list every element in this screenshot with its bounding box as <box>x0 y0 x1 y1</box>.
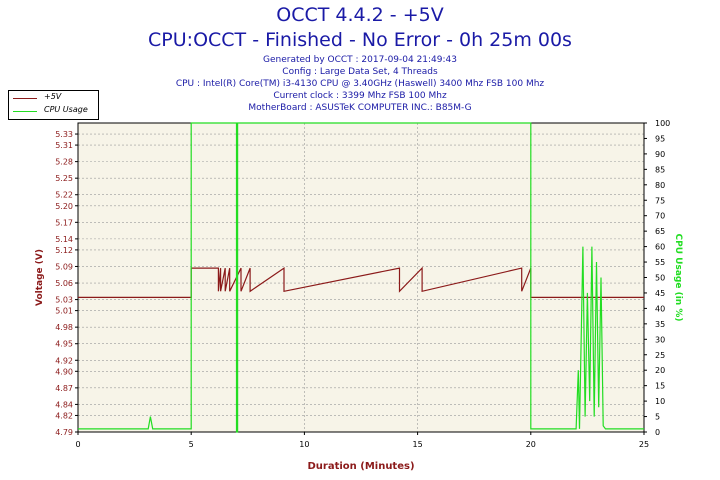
y2-tick-label: 55 <box>655 258 665 267</box>
y2-tick-label: 85 <box>655 165 665 174</box>
x-tick-label: 20 <box>526 440 536 449</box>
y2-tick-label: 70 <box>655 212 665 221</box>
y2-tick-label: 25 <box>655 351 665 360</box>
legend-label-cpu: CPU Usage <box>44 105 88 114</box>
y-tick-label: 5.03 <box>55 296 73 305</box>
y-tick-label: 4.98 <box>55 323 73 332</box>
y2-tick-label: 45 <box>655 289 665 298</box>
y2-tick-label: 100 <box>655 119 670 128</box>
legend-item-cpu: CPU Usage <box>9 105 98 117</box>
x-axis-label: Duration (Minutes) <box>307 461 414 472</box>
y-tick-label: 5.22 <box>55 191 73 200</box>
y2-tick-label: 0 <box>655 428 660 437</box>
y2-tick-label: 5 <box>655 413 660 422</box>
legend-item-voltage: +5V <box>9 92 98 104</box>
y-tick-label: 4.87 <box>55 384 73 393</box>
y2-tick-label: 20 <box>655 366 665 375</box>
y2-tick-label: 80 <box>655 181 665 190</box>
y2-tick-label: 95 <box>655 134 665 143</box>
y-tick-label: 5.25 <box>55 174 73 183</box>
cpu-usage-series-line <box>78 122 644 433</box>
chart-subtitle: CPU:OCCT - Finished - No Error - 0h 25m … <box>148 29 572 51</box>
y2-tick-label: 90 <box>655 150 665 159</box>
legend-label-voltage: +5V <box>44 92 62 101</box>
y2-tick-label: 30 <box>655 335 665 344</box>
y-tick-label: 5.14 <box>55 235 73 244</box>
y-tick-label: 5.20 <box>55 202 73 211</box>
y-tick-label: 4.90 <box>55 367 73 376</box>
x-tick-label: 0 <box>75 440 80 449</box>
chart-title: OCCT 4.4.2 - +5V <box>276 4 444 26</box>
y-tick-label: 4.79 <box>55 428 73 437</box>
y2-tick-label: 10 <box>655 397 665 406</box>
y2-tick-label: 40 <box>655 304 665 313</box>
y-tick-label: 5.01 <box>55 307 73 316</box>
y-axis-label: Voltage (V) <box>35 249 45 306</box>
y-tick-label: 4.84 <box>55 400 73 409</box>
x-tick-label: 15 <box>413 440 423 449</box>
y2-axis-label: CPU Usage (in %) <box>673 234 683 322</box>
info-motherboard: MotherBoard : ASUSTeK COMPUTER INC.: B85… <box>248 103 472 113</box>
legend: +5V CPU Usage <box>8 90 99 120</box>
y2-tick-label: 50 <box>655 274 665 283</box>
y-tick-label: 5.17 <box>55 218 73 227</box>
y-tick-label: 5.28 <box>55 158 73 167</box>
y-tick-label: 4.95 <box>55 340 73 349</box>
y-tick-label: 5.31 <box>55 141 73 150</box>
x-tick-label: 5 <box>189 440 194 449</box>
x-tick-label: 10 <box>299 440 309 449</box>
info-generated: Generated by OCCT : 2017-09-04 21:49:43 <box>263 55 457 65</box>
info-clock: Current clock : 3399 Mhz FSB 100 Mhz <box>273 91 447 101</box>
voltage-series-line <box>78 266 644 298</box>
y2-tick-label: 65 <box>655 227 665 236</box>
y-tick-label: 5.06 <box>55 279 73 288</box>
y2-tick-label: 15 <box>655 382 665 391</box>
plot-background <box>78 123 644 432</box>
y2-tick-label: 75 <box>655 196 665 205</box>
y2-tick-label: 60 <box>655 243 665 252</box>
y-tick-label: 4.82 <box>55 411 73 420</box>
y-tick-label: 5.33 <box>55 130 73 139</box>
x-tick-label: 25 <box>639 440 649 449</box>
y2-tick-label: 35 <box>655 320 665 329</box>
legend-swatch-voltage <box>13 98 37 99</box>
info-cpu: CPU : Intel(R) Core(TM) i3-4130 CPU @ 3.… <box>175 79 545 89</box>
y-tick-label: 5.12 <box>55 246 73 255</box>
info-config: Config : Large Data Set, 4 Threads <box>282 67 438 77</box>
y-tick-label: 5.09 <box>55 262 73 271</box>
legend-swatch-cpu <box>13 111 37 112</box>
y-tick-label: 4.92 <box>55 356 73 365</box>
